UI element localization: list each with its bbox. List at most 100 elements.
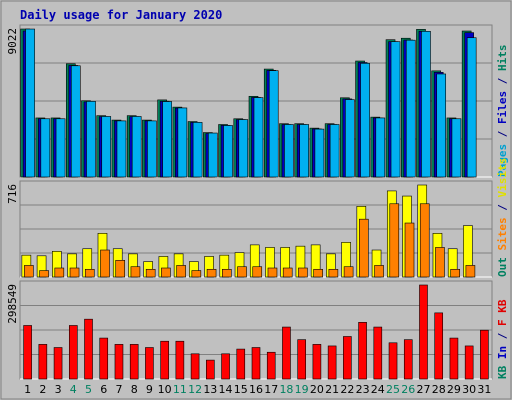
bar-pages	[284, 124, 294, 178]
bar-pages	[360, 63, 370, 178]
legend-entry-files: Files	[496, 84, 509, 124]
bar-kbytes	[343, 336, 352, 380]
bar-pages	[70, 65, 81, 178]
legend-entry-sep2: /	[496, 71, 509, 84]
bar-pages	[208, 132, 218, 178]
x-tick-label: 28	[432, 383, 446, 396]
bar-pages	[299, 124, 309, 178]
bar-kbytes	[388, 342, 398, 380]
bar-kbytes	[480, 329, 489, 380]
series-sites	[24, 203, 476, 278]
x-tick-label: 12	[188, 383, 202, 396]
bar-kbytes	[99, 337, 109, 380]
x-tick-label: 19	[295, 383, 309, 396]
x-tick-label: 17	[264, 383, 278, 396]
bar-sites	[359, 218, 369, 278]
panel-legend: Pages / Files / Hits	[496, 45, 509, 178]
bar-sites	[115, 259, 126, 278]
x-axis-ticks: 1 2 3 4 5 6 7 8 9 10 11 12 13 14 15 16 17 18 19 20 21 22 23 24 2…	[24, 383, 491, 396]
bar-pages	[253, 97, 264, 178]
x-tick-label: 30	[462, 383, 476, 396]
x-tick-label: 18	[279, 383, 293, 396]
legend-entry-in: In	[496, 339, 509, 359]
legend-entry-sep4: /	[496, 326, 509, 339]
bar-kbytes	[373, 326, 383, 380]
bar-pages	[466, 37, 477, 178]
bar-pages	[116, 120, 127, 178]
bar-kbytes	[68, 325, 78, 380]
x-tick-label: 14	[219, 383, 233, 396]
bar-sites	[221, 268, 232, 278]
x-tick-label: 27	[416, 383, 430, 396]
bar-pages	[314, 128, 325, 178]
bar-sites	[176, 265, 186, 278]
series-kbytes	[23, 284, 489, 380]
bar-pages	[268, 70, 279, 178]
bar-pages	[405, 39, 416, 178]
bar-kbytes	[251, 347, 261, 380]
x-tick-label: 31	[477, 383, 491, 396]
bar-pages	[329, 124, 340, 178]
bar-pages	[86, 101, 96, 178]
legend-entry-kbout: Out	[496, 251, 509, 278]
bar-kbytes	[358, 322, 367, 380]
x-tick-label: 13	[203, 383, 217, 396]
legend-entry-pages: Pages	[496, 137, 509, 177]
bar-kbytes	[464, 345, 474, 380]
x-tick-label: 23	[356, 383, 370, 396]
x-tick-label: 2	[39, 383, 46, 396]
bar-sites	[389, 203, 400, 278]
bar-kbytes	[434, 312, 444, 380]
bar-kbytes	[206, 359, 215, 380]
bar-pages	[223, 125, 233, 178]
bar-kbytes	[53, 347, 63, 380]
bar-kbytes	[403, 339, 413, 380]
bar-pages	[375, 117, 386, 178]
legend-entry-f: F	[496, 313, 509, 326]
bar-pages	[101, 116, 112, 178]
bar-kbytes	[84, 318, 93, 380]
bar-sites	[328, 268, 339, 278]
bar-sites	[419, 203, 430, 278]
bar-pages	[238, 119, 249, 178]
x-tick-label: 5	[85, 383, 92, 396]
bar-pages	[177, 107, 188, 178]
bar-sites	[374, 265, 384, 278]
bar-kbytes	[190, 353, 200, 380]
bar-sites	[24, 265, 34, 278]
x-tick-label: 3	[55, 383, 62, 396]
x-tick-label: 1	[24, 383, 31, 396]
legend-entry-sep3: /	[496, 198, 509, 211]
bar-pages	[421, 31, 431, 178]
x-tick-label: 7	[115, 383, 122, 396]
bar-pages	[390, 41, 401, 178]
bar-kbytes	[449, 337, 459, 380]
bar-sites	[435, 247, 445, 278]
panel-hits-files-pages: 9022 Pages / Files / Hits	[6, 24, 509, 178]
chart-title: Daily usage for January 2020	[20, 8, 222, 22]
y-axis-max-label: 9022	[6, 28, 19, 55]
bar-sites	[450, 268, 460, 278]
series-pages	[25, 28, 477, 178]
bar-sites	[404, 222, 415, 278]
bar-sites	[313, 268, 323, 278]
bar-sites	[100, 249, 110, 278]
x-tick-label: 10	[158, 383, 172, 396]
bar-pages	[436, 73, 447, 178]
x-tick-label: 25	[386, 383, 400, 396]
bar-sites	[191, 270, 202, 278]
bar-sites	[282, 267, 293, 278]
x-tick-label: 4	[70, 383, 77, 396]
bar-kbytes	[266, 351, 276, 380]
bar-kbytes	[175, 340, 185, 380]
x-tick-label: 29	[447, 383, 461, 396]
bar-pages	[451, 118, 462, 178]
legend-entry-kb2: KB	[496, 299, 509, 313]
x-tick-label: 24	[371, 383, 385, 396]
bar-pages	[40, 118, 51, 178]
bar-sites	[252, 266, 263, 278]
bar-kbytes	[282, 326, 291, 380]
